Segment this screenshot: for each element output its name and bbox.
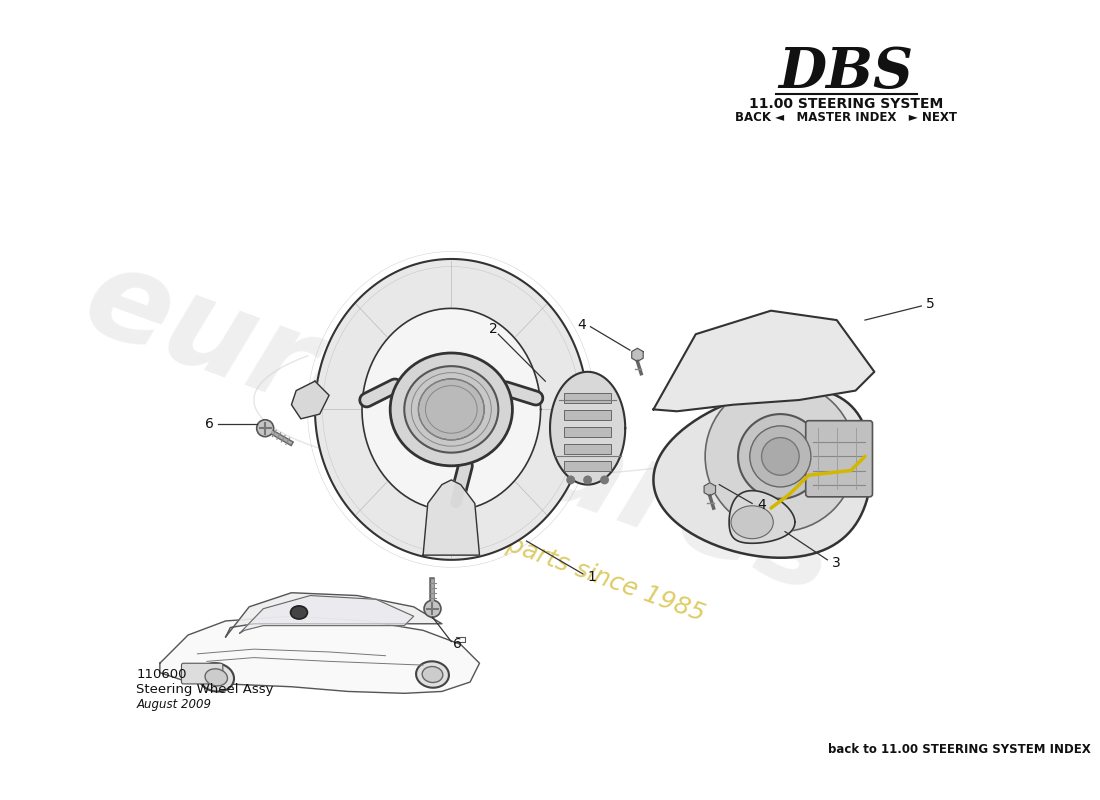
Bar: [564, 394, 612, 403]
FancyBboxPatch shape: [182, 663, 223, 684]
Text: 6: 6: [453, 638, 462, 651]
Ellipse shape: [732, 506, 773, 538]
Circle shape: [584, 476, 592, 484]
Circle shape: [566, 476, 574, 484]
Text: BACK ◄   MASTER INDEX   ► NEXT: BACK ◄ MASTER INDEX ► NEXT: [735, 111, 957, 125]
Polygon shape: [704, 482, 715, 496]
Text: 6: 6: [205, 417, 213, 430]
FancyBboxPatch shape: [805, 421, 872, 497]
Ellipse shape: [705, 381, 856, 532]
Polygon shape: [424, 480, 480, 555]
Ellipse shape: [390, 353, 513, 466]
Text: 4: 4: [757, 498, 766, 512]
Text: 2: 2: [490, 322, 498, 337]
Polygon shape: [362, 308, 540, 510]
Bar: [564, 444, 612, 454]
Ellipse shape: [405, 366, 498, 453]
Bar: [564, 427, 612, 437]
Circle shape: [601, 476, 608, 484]
Ellipse shape: [205, 669, 228, 686]
Ellipse shape: [761, 438, 800, 475]
Bar: [564, 410, 612, 420]
Text: eurospares: eurospares: [68, 236, 853, 620]
Text: 1: 1: [587, 570, 596, 584]
Polygon shape: [550, 372, 625, 485]
Ellipse shape: [738, 414, 823, 498]
Polygon shape: [631, 348, 644, 362]
Text: 110600: 110600: [136, 668, 187, 681]
Circle shape: [424, 600, 441, 617]
Text: 3: 3: [832, 556, 840, 570]
Polygon shape: [240, 595, 414, 633]
Polygon shape: [653, 388, 871, 558]
Text: a passion for parts since 1985: a passion for parts since 1985: [345, 474, 708, 626]
Text: 4: 4: [578, 318, 585, 332]
Ellipse shape: [422, 666, 443, 682]
Text: August 2009: August 2009: [136, 698, 211, 711]
Bar: [564, 461, 612, 470]
Polygon shape: [729, 490, 795, 543]
Text: 5: 5: [926, 297, 935, 311]
Polygon shape: [292, 381, 329, 419]
Ellipse shape: [418, 379, 484, 440]
Text: Steering Wheel Assy: Steering Wheel Assy: [136, 683, 274, 696]
Text: back to 11.00 STEERING SYSTEM INDEX: back to 11.00 STEERING SYSTEM INDEX: [828, 743, 1090, 756]
Ellipse shape: [198, 663, 234, 691]
Ellipse shape: [290, 606, 308, 619]
Polygon shape: [653, 310, 874, 411]
Text: 11.00 STEERING SYSTEM: 11.00 STEERING SYSTEM: [749, 97, 944, 111]
Polygon shape: [315, 259, 587, 560]
Polygon shape: [160, 616, 480, 694]
Ellipse shape: [416, 662, 449, 688]
Polygon shape: [226, 593, 442, 637]
Polygon shape: [579, 377, 609, 414]
Circle shape: [256, 420, 274, 437]
Text: DBS: DBS: [779, 46, 914, 100]
Ellipse shape: [750, 426, 811, 487]
